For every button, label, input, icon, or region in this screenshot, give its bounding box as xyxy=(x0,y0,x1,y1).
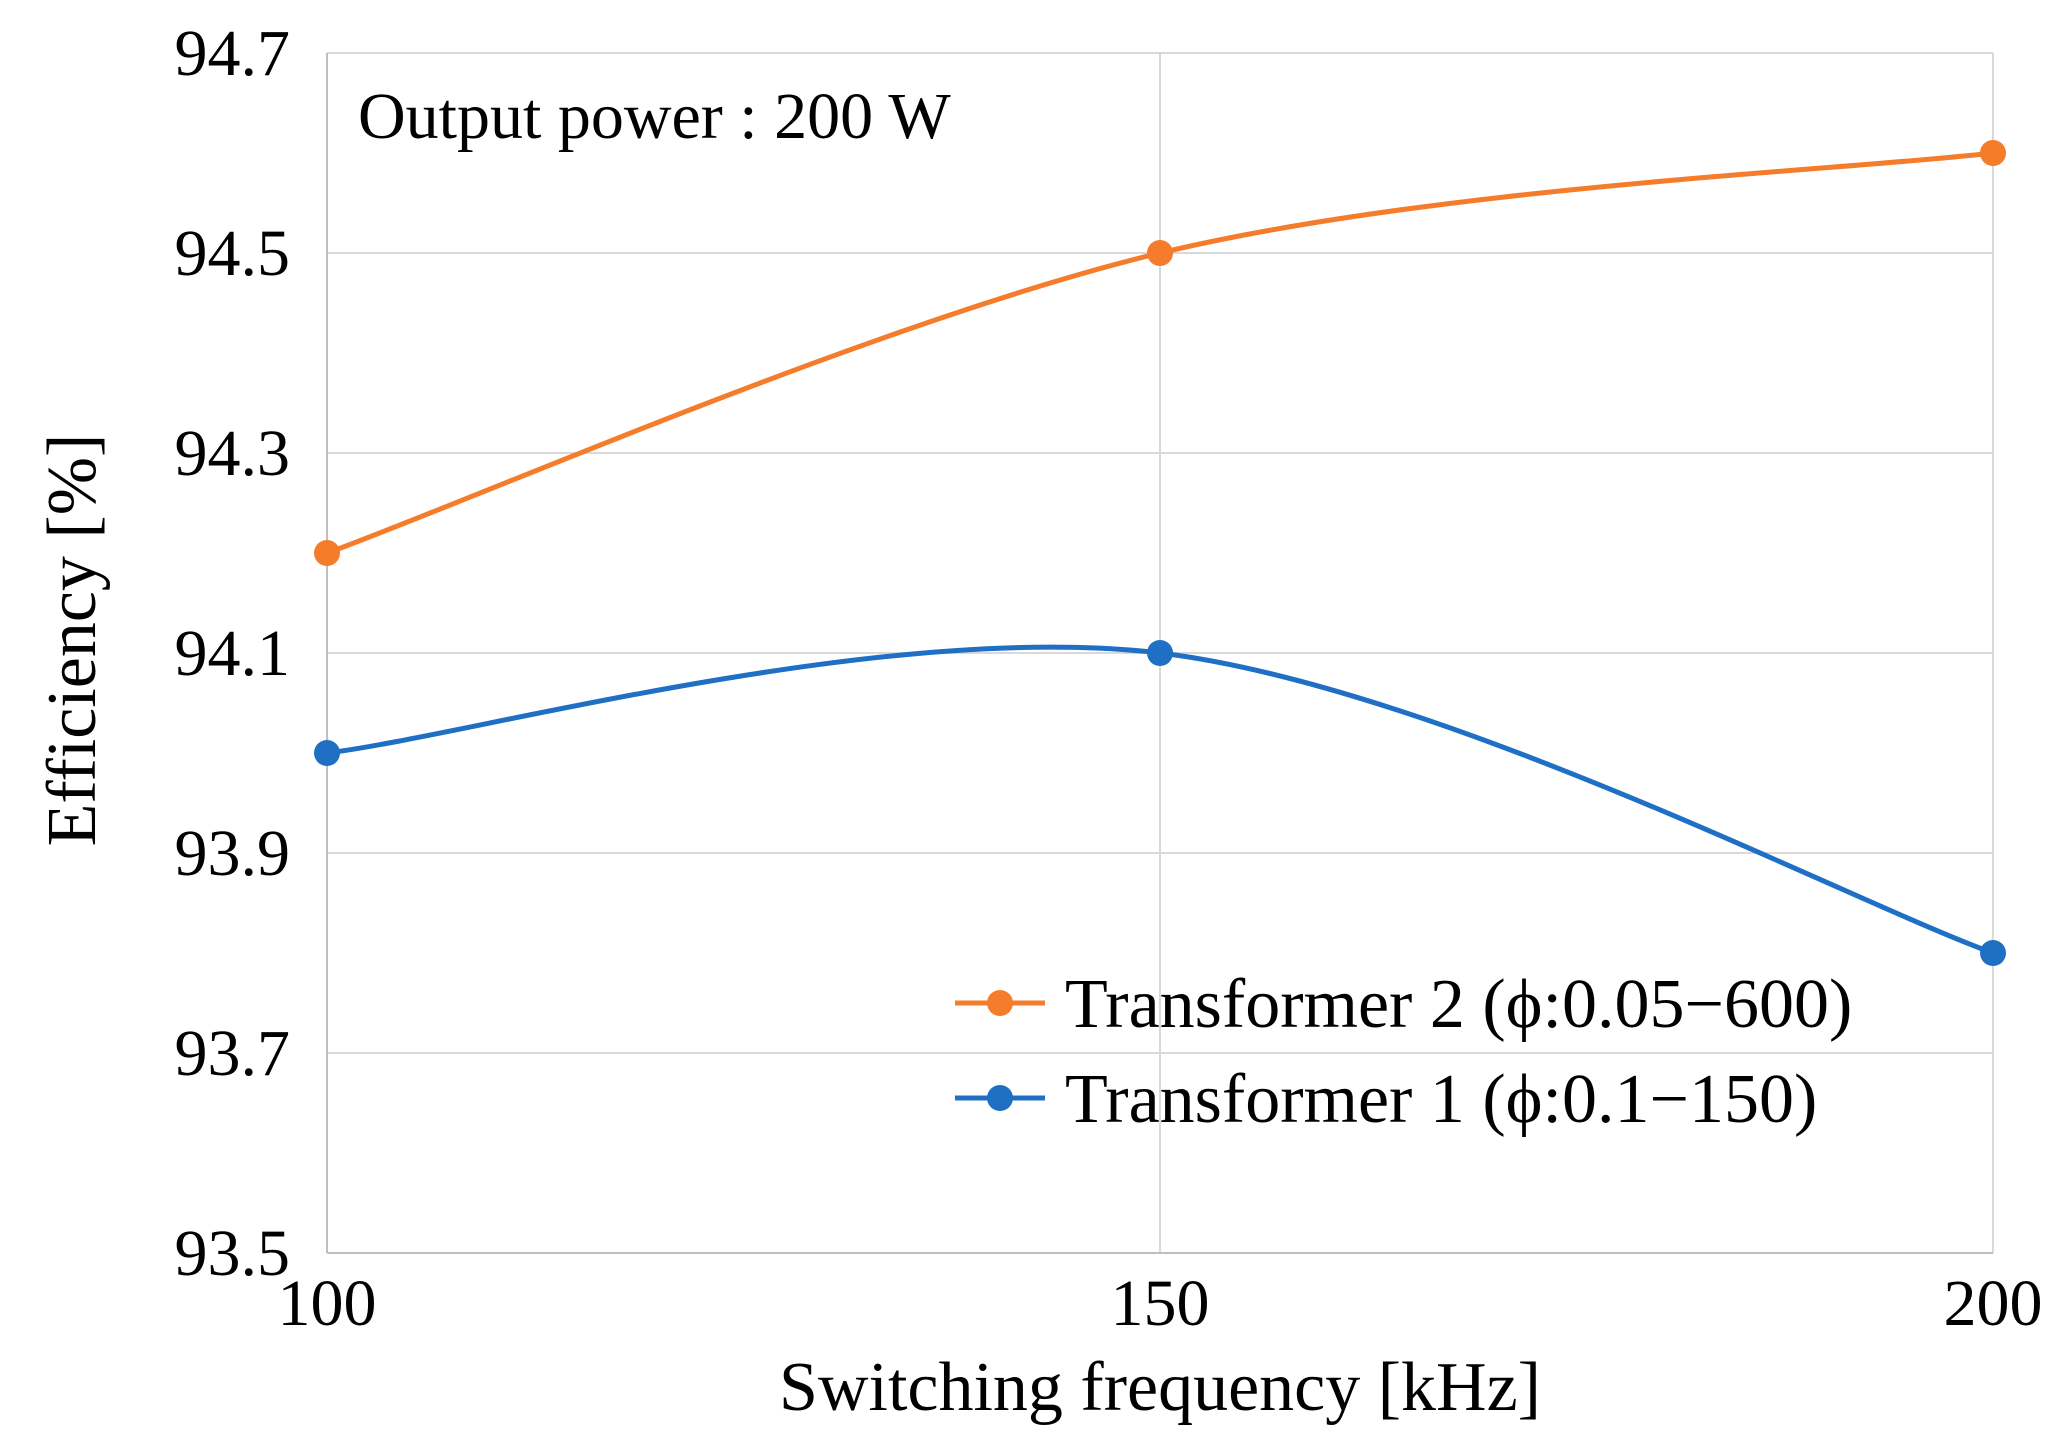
axes: 93.5 93.7 93.9 94.1 94.3 94.5 94.7 100 150 200 xyxy=(175,17,2043,1340)
y-tick-label: 93.9 xyxy=(175,817,291,890)
y-tick-label: 93.5 xyxy=(175,1217,291,1290)
series xyxy=(314,140,2006,966)
y-tick-label: 94.1 xyxy=(175,617,291,690)
legend-label: Transformer 1 (ϕ:0.1−150) xyxy=(1065,1061,1817,1138)
y-tick-label: 94.5 xyxy=(175,217,291,290)
x-tick-label: 100 xyxy=(278,1267,377,1340)
y-axis-title: Efficiency [%] xyxy=(34,434,111,847)
x-tick-label: 200 xyxy=(1944,1267,2043,1340)
legend-marker xyxy=(987,990,1013,1016)
data-point xyxy=(1980,140,2006,166)
data-point xyxy=(1980,940,2006,966)
x-axis-title: Switching frequency [kHz] xyxy=(779,1349,1541,1426)
data-point xyxy=(314,740,340,766)
legend: Transformer 2 (ϕ:0.05−600) Transformer 1 … xyxy=(955,966,1852,1138)
data-point xyxy=(1147,240,1173,266)
chart-annotation: Output power : 200 W xyxy=(358,80,951,153)
legend-label: Transformer 2 (ϕ:0.05−600) xyxy=(1065,966,1852,1043)
y-tick-label: 93.7 xyxy=(175,1017,291,1090)
x-tick-label: 150 xyxy=(1111,1267,1210,1340)
y-tick-label: 94.7 xyxy=(175,17,291,90)
data-point xyxy=(1147,640,1173,666)
y-tick-label: 94.3 xyxy=(175,417,291,490)
legend-marker xyxy=(987,1085,1013,1111)
data-point xyxy=(314,540,340,566)
